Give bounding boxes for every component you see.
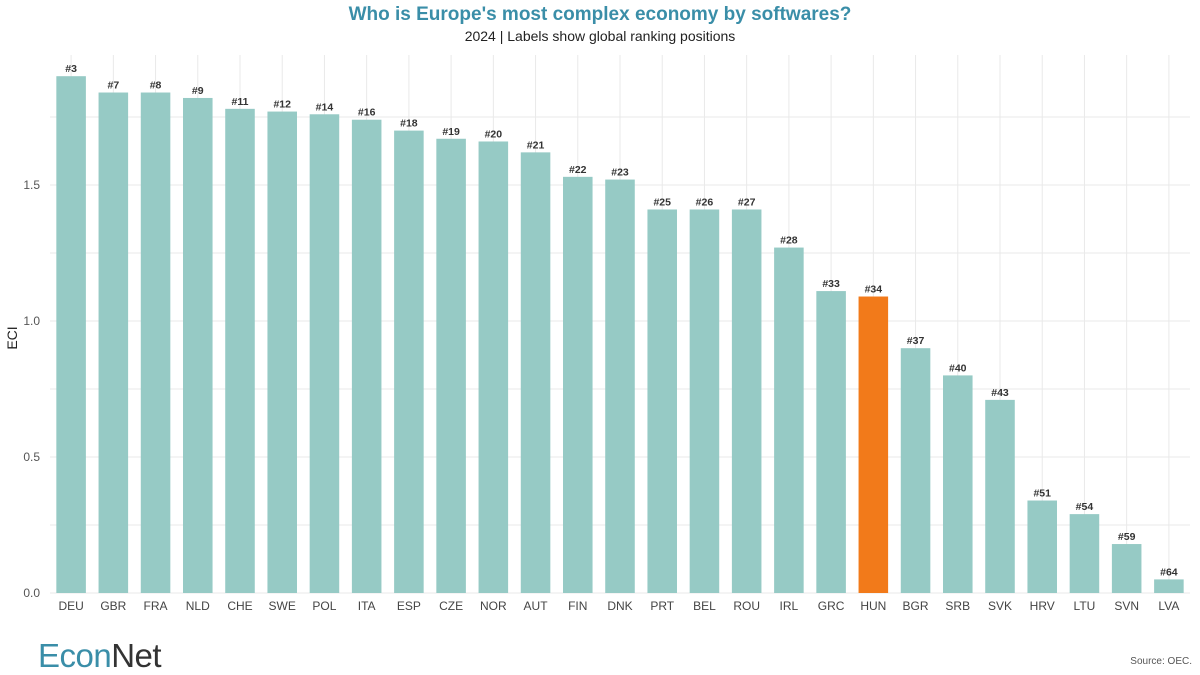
x-tick-label: IRL — [780, 599, 799, 613]
x-tick-label: PRT — [650, 599, 674, 613]
rank-label: #12 — [273, 99, 291, 111]
rank-label: #14 — [316, 101, 334, 113]
x-tick-label: GBR — [100, 599, 126, 613]
bar-hrv — [1027, 500, 1057, 593]
bar-lva — [1154, 579, 1184, 593]
bar-deu — [56, 76, 86, 593]
rank-label: #19 — [442, 126, 460, 138]
bar-svn — [1111, 544, 1142, 593]
x-tick-label: SRB — [945, 599, 970, 613]
bar-prt — [647, 209, 677, 594]
x-tick-label: HRV — [1030, 599, 1055, 613]
bar-che — [225, 108, 255, 593]
x-tick-label: FIN — [568, 599, 587, 613]
rank-label: #37 — [907, 335, 925, 347]
x-tick-label: SVK — [988, 599, 1012, 613]
x-tick-label: LVA — [1158, 599, 1179, 613]
x-tick-label: DNK — [607, 599, 632, 613]
x-tick-label: ROU — [733, 599, 760, 613]
bar-nld — [183, 97, 213, 594]
rank-label: #16 — [358, 107, 376, 119]
bar-fin — [563, 176, 593, 593]
y-tick-label: 1.0 — [23, 314, 40, 328]
rank-label: #23 — [611, 167, 629, 179]
y-tick-label: 0.5 — [23, 450, 40, 464]
bar-irl — [774, 247, 804, 593]
rank-label: #54 — [1076, 501, 1094, 513]
rank-label: #64 — [1160, 566, 1178, 578]
rank-label: #18 — [400, 118, 418, 130]
bar-aut — [520, 152, 551, 594]
source-note: Source: OEC. — [1130, 656, 1192, 667]
rank-label: #28 — [780, 235, 798, 247]
x-tick-label: POL — [312, 599, 336, 613]
bar-pol — [309, 114, 340, 593]
rank-label: #20 — [485, 128, 503, 140]
x-tick-label: AUT — [524, 599, 549, 613]
rank-label: #7 — [107, 80, 119, 92]
bar-dnk — [605, 179, 635, 593]
bar-esp — [394, 130, 424, 593]
bar-ita — [351, 119, 382, 593]
rank-label: #3 — [65, 63, 77, 75]
x-tick-label: CZE — [439, 599, 463, 613]
bar-grc — [816, 291, 846, 593]
x-tick-label: BGR — [903, 599, 929, 613]
rank-label: #9 — [192, 85, 204, 97]
bar-bgr — [900, 348, 931, 593]
bar-nor — [478, 141, 509, 594]
x-tick-label: CHE — [227, 599, 252, 613]
bar-hun — [858, 296, 889, 593]
rank-label: #33 — [822, 278, 840, 290]
x-tick-label: SWE — [269, 599, 296, 613]
econnet-logo: Econ Net — [38, 632, 162, 674]
x-tick-label: FRA — [144, 599, 168, 613]
bar-swe — [267, 111, 297, 593]
rank-label: #51 — [1033, 488, 1051, 500]
bar-srb — [943, 375, 973, 593]
bar-cze — [436, 138, 466, 593]
bar-fra — [140, 92, 171, 594]
rank-label: #26 — [696, 196, 714, 208]
rank-label: #34 — [865, 284, 883, 296]
rank-label: #11 — [232, 96, 249, 108]
rank-label: #25 — [653, 196, 671, 208]
x-tick-label: LTU — [1074, 599, 1096, 613]
x-tick-label: DEU — [58, 599, 83, 613]
x-tick-label: ITA — [358, 599, 376, 613]
x-tick-label: NLD — [186, 599, 210, 613]
rank-label: #43 — [991, 387, 1009, 399]
rank-label: #22 — [569, 164, 587, 176]
rank-label: #59 — [1118, 531, 1136, 543]
rank-label: #8 — [150, 80, 162, 92]
bar-svk — [985, 399, 1015, 593]
bar-rou — [731, 209, 762, 594]
x-tick-label: ESP — [397, 599, 421, 613]
x-tick-label: BEL — [693, 599, 716, 613]
chart-subtitle: 2024 | Labels show global ranking positi… — [464, 28, 736, 44]
x-tick-label: HUN — [860, 599, 886, 613]
bar-gbr — [98, 92, 129, 594]
y-tick-label: 1.5 — [23, 178, 40, 192]
y-tick-label: 0.0 — [23, 586, 40, 600]
y-axis-label: ECI — [4, 326, 20, 350]
bar-bel — [689, 209, 720, 594]
rank-label: #40 — [949, 362, 967, 374]
x-tick-label: SVN — [1114, 599, 1139, 613]
x-tick-label: GRC — [818, 599, 845, 613]
logo-net-text: Net — [111, 637, 162, 674]
rank-label: #21 — [527, 139, 545, 151]
bar-ltu — [1069, 514, 1100, 593]
chart-title: Who is Europe's most complex economy by … — [348, 4, 852, 25]
x-tick-label: NOR — [480, 599, 507, 613]
logo-econ-text: Econ — [38, 637, 112, 674]
rank-label: #27 — [738, 196, 756, 208]
